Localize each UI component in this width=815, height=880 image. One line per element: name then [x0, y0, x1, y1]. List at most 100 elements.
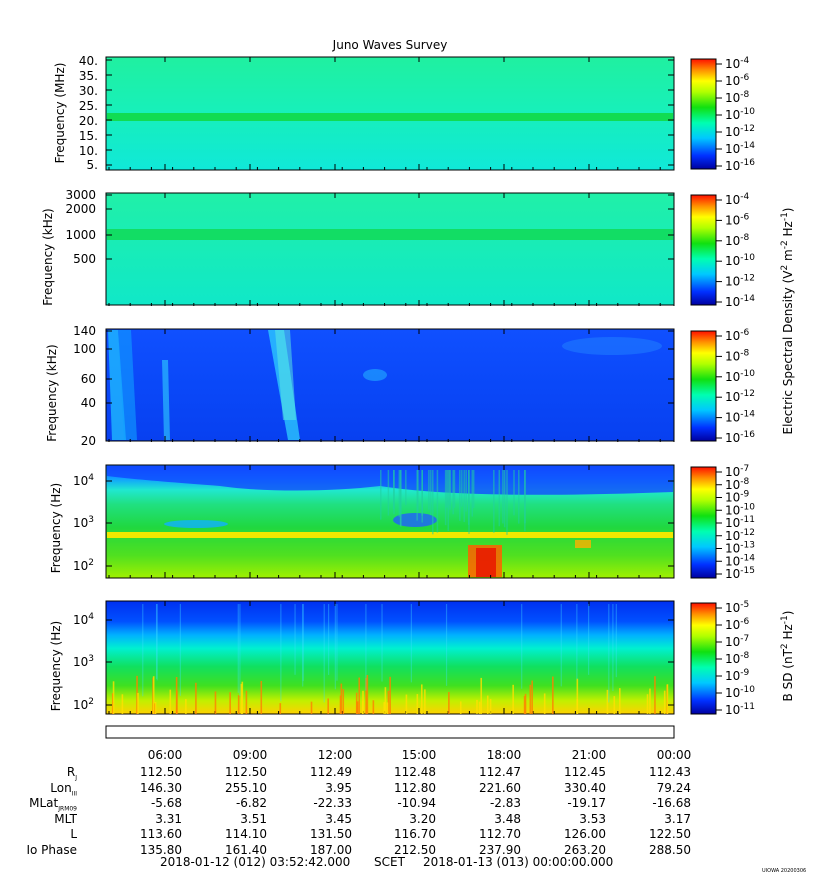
panel-5-streak [156, 604, 158, 681]
colorbar-tick-label: 10-12 [725, 528, 755, 543]
ephemeris-row: MLT 3.31 3.51 3.45 3.20 3.48 3.53 3.17 [0, 812, 815, 828]
panel-5-streak [420, 684, 423, 714]
colorbar-tick-label: 10-6 [725, 328, 750, 343]
panel-5-streak [365, 604, 367, 691]
ephemeris-value: 237.90 [479, 843, 521, 857]
ephemeris-value: 3.31 [155, 811, 182, 826]
panel-4-streak [513, 470, 515, 516]
panel-5-streak [383, 702, 386, 714]
panel-5-streak [136, 675, 138, 714]
panel-3-emission [118, 330, 137, 440]
panel-5-streak [237, 695, 240, 714]
ephemeris-value: 3.45 [325, 811, 352, 826]
panel-5-streak [327, 604, 330, 675]
colorbar-tick-label: 10-10 [725, 502, 755, 517]
colorbar-tick-label: 10-14 [725, 410, 755, 425]
panel-5-streak [523, 695, 526, 714]
ephemeris-value: 3.53 [579, 811, 606, 826]
ephemeris-value: 221.60 [479, 780, 521, 795]
panel-4-streak [416, 470, 418, 521]
ephemeris-value: 3.51 [240, 811, 267, 826]
ephemeris-value: 112.47 [479, 765, 521, 779]
ytick: 20. [79, 114, 98, 128]
panel-5-streak [486, 695, 489, 714]
panel-4-streak [452, 470, 454, 515]
colorbar-tick-label: 10-15 [725, 566, 755, 581]
colorbar-tick-label: 10-5 [725, 600, 749, 615]
ephemeris-row: RJ 112.50 112.50 112.49 112.48 112.47 112.45 11… [0, 765, 815, 781]
time-tick-label: 00:00 [657, 748, 692, 762]
panel-3-emission [562, 337, 662, 355]
panel-3-emission [275, 330, 296, 420]
ytick: 20 [81, 434, 96, 448]
panel-4-streak [421, 470, 423, 523]
ytick: 103 [73, 515, 94, 530]
panel-5-colorbar [690, 602, 717, 715]
ytick: 103 [73, 654, 94, 669]
panel-4-blue-region [107, 466, 673, 495]
ephemeris-value: 112.80 [394, 780, 436, 795]
panel-4-streak [447, 470, 449, 531]
panel-5-streak [112, 681, 115, 714]
colorbar-tick-label: 10-8 [725, 90, 750, 105]
panel-5-streak [366, 674, 369, 714]
panel-4-streak [502, 470, 504, 524]
panel-5-streak [424, 689, 426, 714]
ephemeris-value: -16.68 [652, 796, 691, 811]
time-tick-label: 21:00 [572, 748, 607, 762]
colorbar-tick-label: 10-14 [725, 294, 755, 309]
ephemeris-value: -5.68 [150, 796, 182, 811]
panel-4-streak [463, 470, 465, 523]
panel-4-streak [518, 470, 520, 524]
ephemeris-value: 255.10 [225, 780, 267, 795]
panel-4-streak [471, 470, 474, 517]
colorbar-tick-label: 10-6 [725, 617, 750, 632]
start-time: 2018-01-12 (012) 03:52:42.000 [160, 855, 351, 869]
end-time: 2018-01-13 (013) 00:00:00.000 [423, 855, 614, 869]
timeline-bar [105, 725, 675, 739]
colorbar-tick-label: 10-8 [725, 348, 750, 363]
ephemeris-value: 330.40 [564, 780, 606, 795]
ytick: 2000 [65, 202, 96, 216]
panel-5-streak [179, 604, 181, 696]
panel-4-streak [428, 470, 430, 510]
panel-5-streak [372, 700, 375, 714]
ephemeris-value: 3.17 [664, 811, 691, 826]
ephemeris-value: 146.30 [140, 780, 182, 795]
electric-colorbar-title: Electric Spectral Density (V2 m-2 Hz-1) [780, 207, 795, 434]
panel-5-streak [310, 701, 313, 714]
ephemeris-row: L 113.60 114.10 131.50 116.70 112.70 126.00 122… [0, 827, 815, 843]
panel-5-streak [137, 692, 139, 714]
panel-5-streak [405, 694, 408, 714]
ephemeris-value: 112.49 [310, 765, 352, 779]
ephemeris-value: 112.70 [479, 827, 521, 842]
colorbar-tick-label: 10-14 [725, 553, 755, 568]
ephemeris-label: Io Phase [26, 843, 77, 857]
ephemeris-value: 112.50 [140, 765, 182, 779]
ephemeris-value: -2.83 [489, 796, 521, 811]
panel-2-ylabel: Frequency (kHz) [41, 208, 55, 305]
panel-5-streak [613, 696, 616, 714]
ephemeris-value: -22.33 [313, 796, 352, 811]
panel-4-streak [493, 470, 495, 533]
colorbar-tick-label: 10-16 [725, 158, 755, 173]
panel-5-streak [459, 701, 462, 714]
panel-5-streak [356, 701, 358, 714]
panel-4-emission [393, 513, 437, 527]
ephemeris-row: LonIII 146.30 255.10 3.95 112.80 221.60 330.40… [0, 781, 815, 797]
panel-5-streak [154, 701, 157, 714]
panel-4-burst [476, 548, 496, 577]
panel-4-streak [405, 470, 407, 506]
panel-2-colorbar [690, 194, 717, 306]
ytick: 500 [73, 252, 96, 266]
ephemeris-label: L [70, 827, 77, 842]
time-tick-label: 12:00 [318, 748, 353, 762]
panel-1-yticks: 40. 35. 30. 25. 20. 15. 10. 5. [79, 54, 98, 172]
ytick: 102 [73, 697, 94, 712]
panel-5-streak [229, 692, 231, 714]
panel-4-streak [380, 470, 382, 520]
ytick: 25. [79, 99, 98, 113]
panel-5-streak [302, 604, 304, 681]
ephemeris-value: 288.50 [649, 843, 691, 857]
panel-5-streak [152, 676, 155, 714]
